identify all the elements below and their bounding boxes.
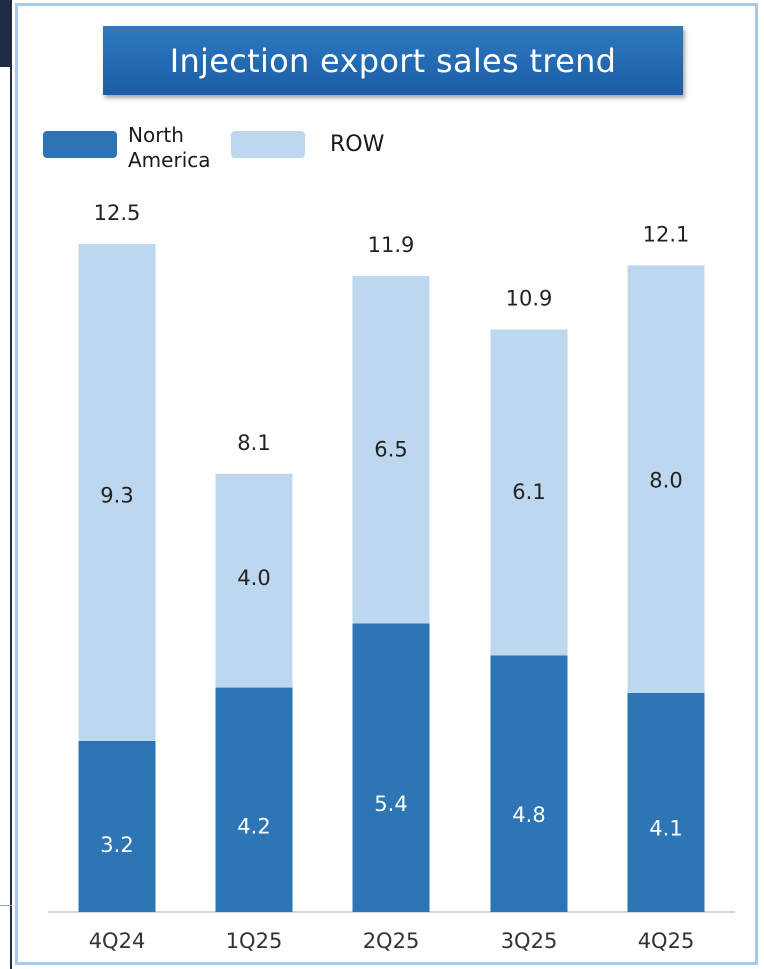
left-edge-line	[10, 67, 12, 969]
data-label-row-1q25: 4.0	[237, 566, 270, 590]
total-label-2q25: 11.9	[368, 233, 415, 257]
bar-segment-north-america-4q25	[627, 692, 705, 912]
x-tick-label-2q25: 2Q25	[363, 929, 420, 953]
x-tick-label-3q25: 3Q25	[501, 929, 558, 953]
x-tick-label-4q25: 4Q25	[638, 929, 695, 953]
data-label-north-america-3q25: 4.8	[512, 803, 545, 827]
bar-segment-north-america-2q25	[352, 623, 430, 912]
total-label-4q25: 12.1	[643, 222, 690, 246]
data-label-row-2q25: 6.5	[374, 438, 407, 462]
bar-segment-row-4q24	[78, 244, 156, 741]
bar-segment-row-3q25	[490, 329, 568, 656]
chart-title-box: Injection export sales trend	[103, 26, 683, 95]
legend-label-north-america-line1: North	[128, 123, 184, 147]
total-label-3q25: 10.9	[506, 287, 553, 311]
bar-segment-north-america-4q24	[78, 740, 156, 912]
total-label-4q24: 12.5	[94, 201, 141, 225]
data-label-north-america-4q25: 4.1	[649, 816, 682, 840]
bar-segment-row-1q25	[215, 473, 293, 688]
left-edge-strip	[0, 0, 12, 969]
x-tick-label-1q25: 1Q25	[226, 929, 283, 953]
data-label-north-america-4q24: 3.2	[100, 833, 133, 857]
chart-title: Injection export sales trend	[169, 41, 617, 80]
data-label-row-4q24: 9.3	[100, 483, 133, 507]
left-edge-tick	[0, 905, 12, 906]
x-tick-label-4q24: 4Q24	[89, 929, 146, 953]
legend-swatch-row	[231, 131, 305, 158]
bar-segment-row-4q25	[627, 265, 705, 693]
legend-label-north-america: North America	[128, 123, 211, 173]
bar-segment-north-america-1q25	[215, 687, 293, 912]
data-label-row-4q25: 8.0	[649, 469, 682, 493]
legend-swatch-north-america	[43, 131, 117, 158]
left-edge-dark-block	[0, 0, 12, 67]
bar-segment-row-2q25	[352, 276, 430, 624]
bar-segment-north-america-3q25	[490, 655, 568, 912]
legend-label-row: ROW	[330, 132, 385, 157]
total-label-1q25: 8.1	[237, 431, 270, 455]
data-label-north-america-1q25: 4.2	[237, 814, 270, 838]
data-label-row-3q25: 6.1	[512, 480, 545, 504]
legend-label-north-america-line2: America	[128, 148, 211, 172]
data-label-north-america-2q25: 5.4	[374, 792, 407, 816]
